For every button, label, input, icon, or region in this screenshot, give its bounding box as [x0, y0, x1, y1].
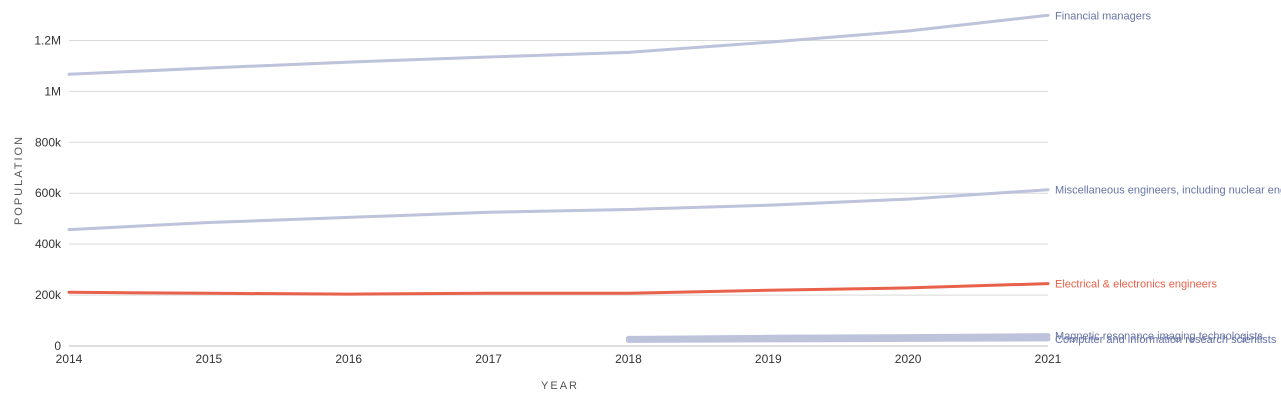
- x-tick-label: 2014: [56, 352, 83, 366]
- series-labels: Financial managers Miscellaneous engineer…: [1055, 10, 1281, 346]
- series-line-miscellaneous-engineers-including-nuclear-engineers: [67, 188, 1050, 232]
- y-axis-title: POPULATION: [13, 135, 25, 225]
- x-tick-label: 2019: [755, 352, 782, 366]
- x-tick-label: 2015: [196, 352, 223, 366]
- series-label-financial-managers: Financial managers: [1055, 10, 1151, 22]
- x-tick-label: 2021: [1035, 352, 1062, 366]
- x-tick-label: 2017: [475, 352, 502, 366]
- series-label-miscellaneous-engineers-including-nuclear-engineers: Miscellaneous engineers, including nucle…: [1055, 185, 1281, 197]
- x-axis-ticks: 2014 2015 2016 2017 2018 2019 2020 2021: [56, 352, 1062, 366]
- y-tick-label: 1M: [44, 84, 61, 98]
- y-tick-label: 400k: [35, 237, 62, 251]
- y-tick-label: 1.2M: [34, 33, 61, 47]
- y-axis-ticks: 0 200k 400k 600k 800k 1M 1.2M: [34, 33, 62, 353]
- series-label-magnetic-resonance-imaging-technologists: Magnetic resonance imaging technologists: [1055, 331, 1263, 343]
- series-label-computer-and-information-research-scientists: Computer and information research scient…: [1055, 334, 1277, 346]
- y-tick-label: 600k: [35, 186, 62, 200]
- x-tick-label: 2016: [335, 352, 362, 366]
- x-tick-label: 2020: [895, 352, 922, 366]
- series-label-electrical-electronics-engineers: Electrical & electronics engineers: [1055, 279, 1218, 291]
- series-line-computer-and-information-research-scientists: [625, 336, 1051, 343]
- x-axis-title: YEAR: [541, 380, 579, 392]
- series-line-electrical-electronics-engineers: [67, 282, 1050, 296]
- y-tick-label: 0: [54, 339, 61, 353]
- x-tick-label: 2018: [615, 352, 642, 366]
- series-line-financial-managers: [67, 13, 1050, 76]
- y-tick-label: 200k: [35, 288, 62, 302]
- series-lines: [67, 13, 1051, 343]
- grid-lines: [69, 39, 1048, 347]
- y-tick-label: 800k: [35, 135, 62, 149]
